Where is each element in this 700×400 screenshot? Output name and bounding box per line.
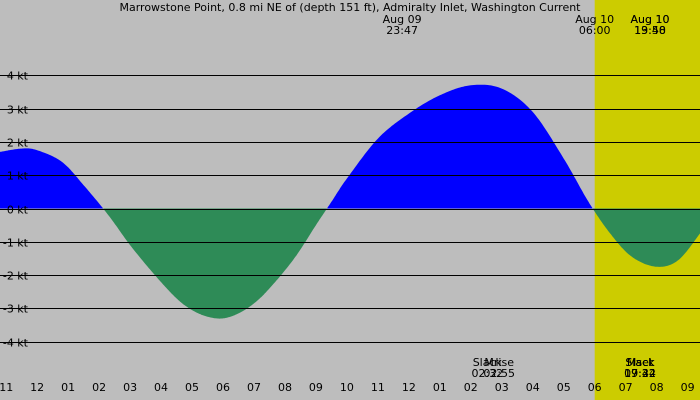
flood-area-2 bbox=[327, 84, 593, 209]
top-event-time: 23:47 bbox=[386, 24, 418, 37]
hour-label: 10 bbox=[340, 381, 354, 394]
bottom-event-labels: Slack02:32Mrise02:55Slack09:22Slack17:32… bbox=[471, 356, 655, 380]
top-event-date: Aug 09 bbox=[383, 13, 422, 26]
y-tick-label: 0 kt bbox=[7, 204, 29, 217]
hour-label: 02 bbox=[464, 381, 478, 394]
y-tick-label: -1 kt bbox=[3, 237, 29, 250]
hour-labels: 11 12 01 02 03 04 05 06 07 08 09 10 11 12 01 02 03 04 05 06… bbox=[0, 381, 695, 394]
bottom-event-label: Slack bbox=[473, 356, 503, 369]
top-event-date: Aug 10 bbox=[575, 13, 614, 26]
hour-label: 06 bbox=[216, 381, 230, 394]
bottom-event-label: Slack bbox=[625, 356, 655, 369]
daylight-band bbox=[594, 0, 700, 400]
y-tick-label: -2 kt bbox=[3, 270, 29, 283]
hour-label: 04 bbox=[154, 381, 168, 394]
hour-label: 01 bbox=[433, 381, 447, 394]
hour-label: 11 bbox=[371, 381, 385, 394]
hour-label: 05 bbox=[185, 381, 199, 394]
hour-label: 11 bbox=[0, 381, 13, 394]
bottom-event-time: 02:32 bbox=[471, 367, 503, 380]
hour-label: 08 bbox=[278, 381, 292, 394]
top-event-time: 19:48 bbox=[634, 24, 666, 37]
hour-label: 03 bbox=[495, 381, 509, 394]
bottom-event-time: 19:44 bbox=[624, 367, 656, 380]
bottom-event-time: 09:22 bbox=[624, 367, 656, 380]
ebb-area-3 bbox=[592, 208, 700, 267]
hour-label: 08 bbox=[650, 381, 664, 394]
top-event-date: Aug 10 bbox=[631, 13, 670, 26]
chart-title: Marrowstone Point, 0.8 mi NE of (depth 1… bbox=[119, 1, 581, 14]
hour-label: 05 bbox=[557, 381, 571, 394]
ebb-area-1 bbox=[103, 208, 327, 319]
y-tick-label: 4 kt bbox=[7, 70, 29, 83]
top-event-date: Aug 10 bbox=[631, 13, 670, 26]
hour-label: 09 bbox=[309, 381, 323, 394]
y-tick-label: 3 kt bbox=[7, 104, 29, 117]
y-tick-label: 2 kt bbox=[7, 137, 29, 150]
y-tick-labels: 4 kt 3 kt 2 kt 1 kt 0 kt -1 kt -2 kt -3 kt -4 kt bbox=[3, 70, 29, 350]
hour-label: 07 bbox=[247, 381, 261, 394]
hour-label: 12 bbox=[30, 381, 44, 394]
bottom-event-label: Mset bbox=[627, 356, 654, 369]
hour-label: 01 bbox=[61, 381, 75, 394]
y-tick-label: -3 kt bbox=[3, 303, 29, 316]
y-tick-label: -4 kt bbox=[3, 337, 29, 350]
current-area-layer bbox=[0, 84, 700, 319]
hour-label: 12 bbox=[402, 381, 416, 394]
hour-label: 06 bbox=[588, 381, 602, 394]
bottom-event-label: Slack bbox=[625, 356, 655, 369]
bottom-event-label: Mrise bbox=[484, 356, 514, 369]
flood-area-0 bbox=[0, 148, 104, 209]
hour-label: 03 bbox=[123, 381, 137, 394]
top-event-time: 06:00 bbox=[579, 24, 611, 37]
bottom-event-time: 02:55 bbox=[483, 367, 515, 380]
top-event-time: 13:50 bbox=[634, 24, 666, 37]
gridlines bbox=[0, 75, 700, 343]
bottom-event-time: 17:32 bbox=[624, 367, 656, 380]
y-tick-label: 1 kt bbox=[7, 170, 29, 183]
hour-label: 09 bbox=[681, 381, 695, 394]
hour-label: 02 bbox=[92, 381, 106, 394]
hour-label: 04 bbox=[526, 381, 540, 394]
hour-label: 07 bbox=[619, 381, 633, 394]
